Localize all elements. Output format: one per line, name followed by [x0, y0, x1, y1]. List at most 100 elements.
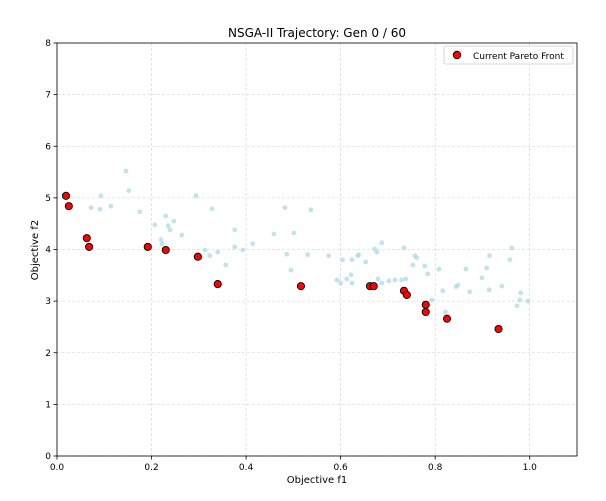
population-point [518, 290, 524, 296]
x-axis-label: Objective f1 [287, 475, 347, 486]
population-point [232, 227, 238, 233]
x-tick-label: 0.2 [144, 463, 158, 473]
population-point [338, 280, 344, 286]
chart-title: NSGA-II Trajectory: Gen 0 / 60 [228, 26, 406, 40]
population-point [399, 277, 405, 283]
population-point [193, 193, 199, 199]
population-point [288, 267, 294, 273]
pareto-point [442, 314, 452, 323]
population-point [429, 297, 435, 303]
population-point [308, 207, 314, 213]
pareto-point [369, 282, 378, 291]
pareto-point [143, 242, 152, 251]
x-tick-label: 0.8 [428, 463, 443, 473]
legend-label: Current Pareto Front [473, 52, 564, 62]
population-point [392, 277, 398, 283]
pareto-point [494, 324, 503, 334]
pareto-point [296, 282, 305, 291]
y-tick-label: 7 [45, 91, 51, 101]
population-point [379, 240, 385, 246]
population-point [509, 245, 515, 251]
population-point [349, 257, 355, 263]
population-point [410, 262, 416, 268]
population-point [348, 272, 354, 278]
population-point [436, 266, 442, 272]
population-point [271, 231, 277, 237]
population-point [340, 257, 345, 263]
population-point [291, 230, 297, 236]
population-point [401, 245, 407, 251]
population-point [152, 222, 158, 228]
population-point [123, 168, 129, 174]
x-tick-label: 0.6 [333, 463, 348, 473]
population-point [240, 247, 246, 253]
population-point [282, 205, 288, 211]
population-point [379, 280, 385, 286]
legend: Current Pareto Front [443, 45, 574, 65]
population-point [484, 265, 490, 271]
population-point [414, 255, 420, 261]
pareto-point [421, 307, 430, 317]
pareto-point [64, 202, 73, 211]
population-point [443, 309, 448, 315]
population-point [463, 266, 469, 272]
pareto-point [82, 234, 91, 243]
x-tick-label: 0.4 [239, 463, 254, 473]
population-point [232, 244, 238, 250]
population-point [305, 252, 310, 258]
pareto-point [402, 290, 411, 299]
population-point [386, 278, 392, 284]
population-point [126, 188, 132, 194]
pareto-point [161, 245, 170, 255]
population-point [223, 262, 229, 268]
population-point [98, 193, 104, 199]
population-point [209, 206, 215, 212]
population-point [403, 276, 409, 282]
population-point [440, 288, 446, 294]
y-tick-label: 6 [45, 142, 51, 152]
population-point [207, 253, 213, 259]
population-point [507, 257, 513, 263]
pareto-point [85, 242, 94, 251]
population-point [487, 253, 492, 259]
population-point [425, 271, 431, 277]
population-point [326, 253, 332, 259]
pareto-point [421, 300, 430, 309]
pareto-points [61, 191, 503, 334]
grid [56, 42, 577, 457]
population-point [165, 223, 171, 229]
population-point [374, 249, 380, 255]
population-point [514, 303, 520, 309]
y-tick-label: 1 [45, 400, 51, 410]
population-point [202, 247, 208, 253]
population-point [517, 297, 523, 303]
y-tick-label: 4 [45, 246, 51, 256]
population-point [334, 277, 340, 283]
legend-box [443, 45, 574, 65]
population-point [167, 227, 173, 233]
y-tick-label: 3 [45, 297, 51, 307]
population-point [250, 241, 256, 247]
population-point [363, 259, 369, 265]
population-point [159, 241, 165, 247]
population-point [344, 276, 350, 282]
population-point [97, 206, 103, 212]
population-point [171, 218, 177, 224]
y-tick-label: 0 [45, 452, 51, 462]
population-points [88, 168, 531, 315]
population-point [499, 283, 505, 289]
population-point [349, 280, 355, 286]
y-tick-label: 5 [45, 194, 51, 204]
population-point [375, 276, 381, 282]
pareto-point [193, 252, 202, 261]
y-tick-label: 2 [45, 349, 51, 359]
population-point [479, 275, 485, 281]
population-point [158, 237, 164, 243]
population-point [108, 203, 114, 209]
population-point [525, 298, 531, 304]
population-point [88, 205, 94, 211]
population-point [356, 252, 361, 258]
population-point [422, 263, 428, 269]
population-point [284, 251, 290, 257]
